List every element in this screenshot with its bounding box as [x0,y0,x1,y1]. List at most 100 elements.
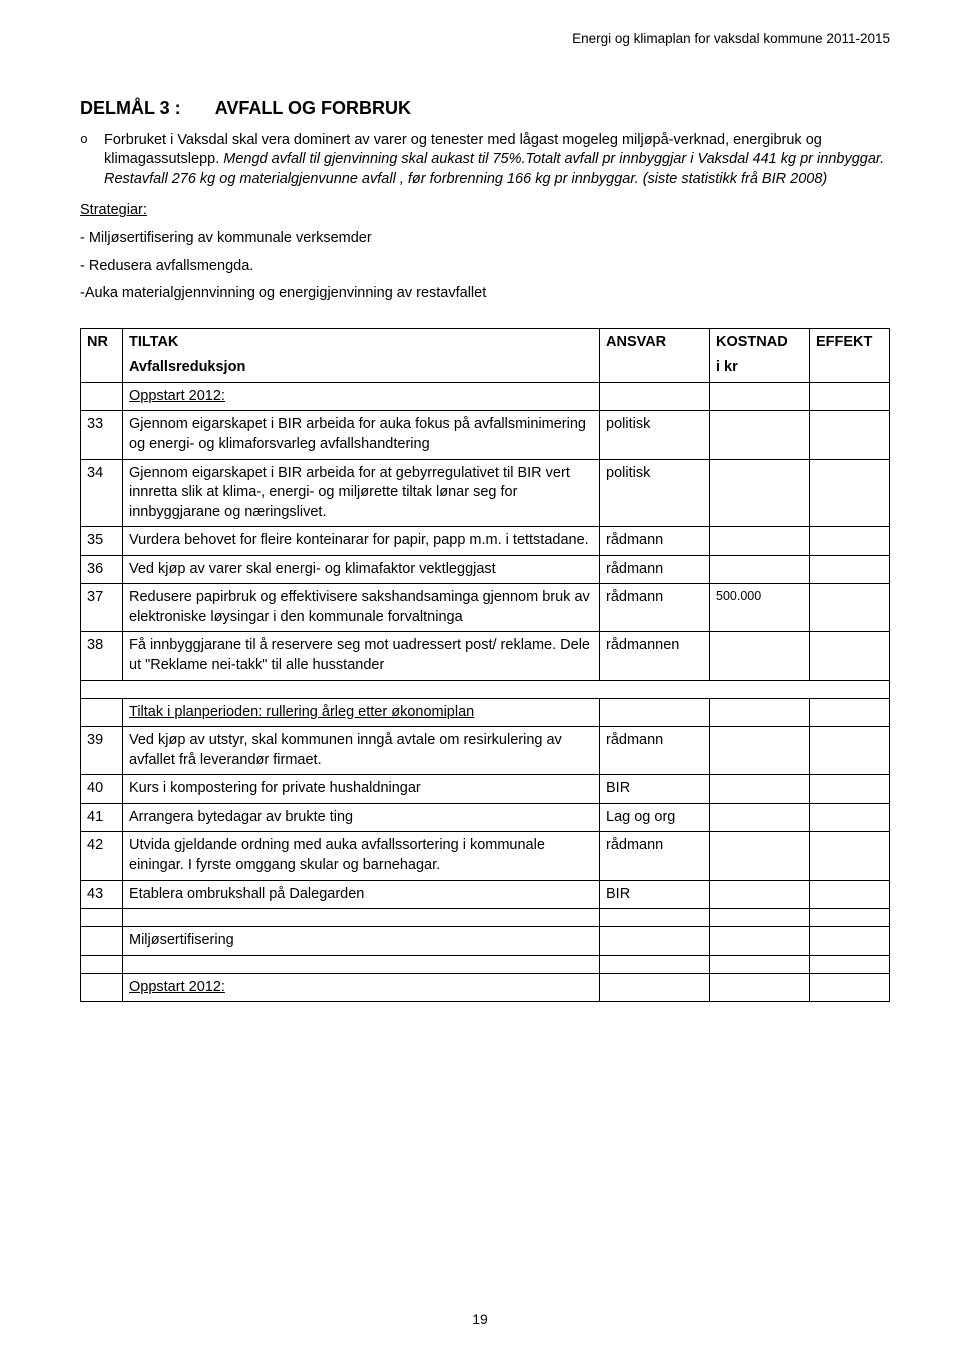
cell-tiltak: Vurdera behovet for fleire konteinarar f… [123,527,600,556]
cell-kostnad [710,803,810,832]
cell-effekt [810,632,890,680]
cell-effekt [810,832,890,880]
th-tiltak-l1: TILTAK [129,333,593,353]
cell-ansvar [600,955,710,973]
cell-nr: 39 [81,727,123,775]
cell-kostnad [710,973,810,1002]
cell-tiltak: Få innbyggjarane til å reservere seg mot… [123,632,600,680]
cell-nr: 37 [81,584,123,632]
cell-effekt [810,459,890,527]
intro-bullet: Forbruket i Vaksdal skal vera dominert a… [104,131,890,190]
cell-nr [81,698,123,727]
cell-tiltak: Arrangera bytedagar av brukte ting [123,803,600,832]
cell-kostnad [710,832,810,880]
table-row-empty [81,909,890,927]
cell-kostnad [710,955,810,973]
title-label: DELMÅL 3 : [80,96,181,120]
strategiar-1: - Miljøsertifisering av kommunale verkse… [80,229,890,249]
cell-effekt [810,973,890,1002]
cell-kostnad [710,727,810,775]
cell-nr: 40 [81,775,123,804]
table-row: 35 Vurdera behovet for fleire konteinara… [81,527,890,556]
cell-effekt [810,411,890,459]
cell-kostnad [710,775,810,804]
cell-ansvar: rådmann [600,555,710,584]
cell-ansvar: rådmann [600,832,710,880]
cell-effekt [810,555,890,584]
cell-effekt [810,803,890,832]
cell-ansvar: BIR [600,880,710,909]
cell-kostnad [710,382,810,411]
table-row: 36 Ved kjøp av varer skal energi- og kli… [81,555,890,584]
cell-kostnad [710,459,810,527]
cell-kostnad [710,880,810,909]
cell-nr: 41 [81,803,123,832]
cell-ansvar: rådmann [600,527,710,556]
cell-tiltak: Ved kjøp av utstyr, skal kommunen inngå … [123,727,600,775]
cell-effekt [810,880,890,909]
table-header-row: NR TILTAK Avfallsreduksjon ANSVAR KOSTNA… [81,328,890,382]
th-kostnad-l2: i kr [716,358,803,378]
cell-nr: 43 [81,880,123,909]
table-row: 43 Etablera ombrukshall på Dalegarden BI… [81,880,890,909]
table-row-empty [81,955,890,973]
cell-effekt [810,727,890,775]
cell-nr: 33 [81,411,123,459]
table-row: 42 Utvida gjeldande ordning med auka avf… [81,832,890,880]
cell-nr [81,955,123,973]
cell-kostnad [710,698,810,727]
cell-nr [81,927,123,956]
cell-nr: 35 [81,527,123,556]
table-row: Tiltak i planperioden: rullering årleg e… [81,698,890,727]
th-kostnad-l1: KOSTNAD [716,333,803,353]
strategiar-label: Strategiar: [80,201,890,221]
cell-ansvar: rådmann [600,584,710,632]
cell-effekt [810,927,890,956]
th-nr: NR [81,328,123,382]
th-tiltak: TILTAK Avfallsreduksjon [123,328,600,382]
table-row: 34 Gjennom eigarskapet i BIR arbeida for… [81,459,890,527]
cell-tiltak: Etablera ombrukshall på Dalegarden [123,880,600,909]
cell-effekt [810,382,890,411]
tiltak-table: NR TILTAK Avfallsreduksjon ANSVAR KOSTNA… [80,328,890,1003]
cell-ansvar: Lag og org [600,803,710,832]
table-row: 40 Kurs i kompostering for private husha… [81,775,890,804]
cell-effekt [810,698,890,727]
title-text: AVFALL OG FORBRUK [215,96,411,120]
th-tiltak-l2: Avfallsreduksjon [129,358,593,378]
table-row: 39 Ved kjøp av utstyr, skal kommunen inn… [81,727,890,775]
table-row: 33 Gjennom eigarskapet i BIR arbeida for… [81,411,890,459]
cell-effekt [810,909,890,927]
cell-tiltak: Gjennom eigarskapet i BIR arbeida for at… [123,459,600,527]
th-effekt: EFFEKT [810,328,890,382]
cell-tiltak: Utvida gjeldande ordning med auka avfall… [123,832,600,880]
cell-kostnad [710,555,810,584]
cell-ansvar [600,909,710,927]
cell-nr [81,382,123,411]
table-row: Oppstart 2012: [81,973,890,1002]
cell-nr: 42 [81,832,123,880]
th-ansvar: ANSVAR [600,328,710,382]
cell-effekt [810,584,890,632]
cell-tiltak: Redusere papirbruk og effektivisere saks… [123,584,600,632]
cell-kostnad: 500.000 [710,584,810,632]
cell-section2: Tiltak i planperioden: rullering årleg e… [123,698,600,727]
cell-effekt [810,775,890,804]
strategiar-3: -Auka materialgjennvinning og energigjen… [80,284,890,304]
cell-ansvar [600,927,710,956]
cell-oppstart: Oppstart 2012: [123,382,600,411]
cell-kostnad [710,411,810,459]
cell-nr: 36 [81,555,123,584]
cell-nr: 38 [81,632,123,680]
cell-effekt [810,527,890,556]
strategiar-2: - Redusera avfallsmengda. [80,257,890,277]
table-row-empty [81,680,890,698]
cell-tiltak: Gjennom eigarskapet i BIR arbeida for au… [123,411,600,459]
table-row: Miljøsertifisering [81,927,890,956]
table-row: Oppstart 2012: [81,382,890,411]
cell-ansvar: BIR [600,775,710,804]
cell-tiltak: Kurs i kompostering for private hushaldn… [123,775,600,804]
cell-ansvar: politisk [600,459,710,527]
cell-kostnad [710,909,810,927]
cell-kostnad [710,527,810,556]
